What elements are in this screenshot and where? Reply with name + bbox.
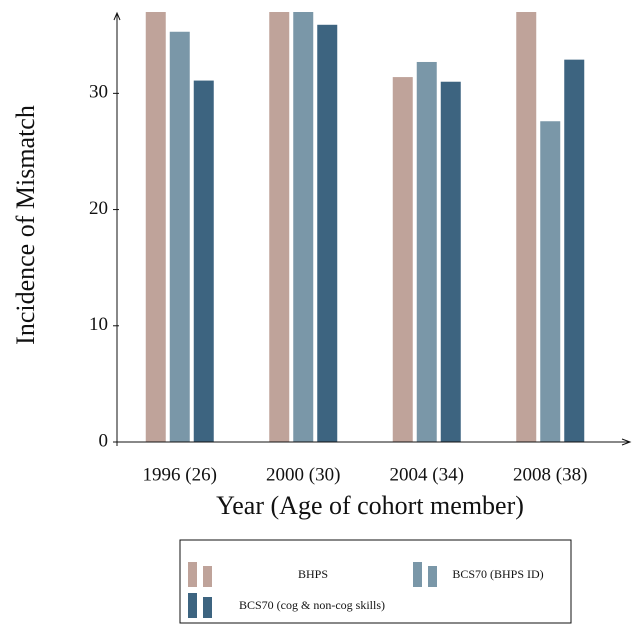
bar bbox=[564, 59, 585, 442]
x-axis-label: Year (Age of cohort member) bbox=[216, 491, 524, 520]
x-axis-arrow bbox=[621, 438, 632, 446]
bar bbox=[416, 61, 437, 443]
bar bbox=[169, 31, 190, 443]
y-axis-label: Incidence of Mismatch bbox=[11, 105, 40, 345]
y-tick-label: 10 bbox=[89, 314, 108, 335]
bar bbox=[392, 77, 413, 442]
bar bbox=[440, 81, 461, 442]
legend-swatch bbox=[413, 562, 422, 587]
legend-swatch bbox=[188, 562, 197, 587]
x-tick-label: 2004 (34) bbox=[390, 464, 464, 485]
bar bbox=[269, 12, 290, 442]
y-axis-arrow bbox=[113, 11, 121, 21]
bar bbox=[540, 121, 561, 443]
bar bbox=[193, 80, 214, 442]
x-tick-label: 2000 (30) bbox=[266, 464, 340, 485]
bar bbox=[516, 12, 537, 442]
legend-swatch bbox=[428, 566, 437, 587]
legend-box bbox=[179, 539, 572, 624]
bar bbox=[145, 12, 166, 442]
bar bbox=[293, 12, 314, 442]
y-tick-label: 20 bbox=[89, 198, 108, 219]
bar bbox=[317, 24, 338, 442]
legend-label: BCS70 (BHPS ID) bbox=[452, 567, 543, 581]
legend-label: BCS70 (cog & non-cog skills) bbox=[239, 598, 385, 612]
x-tick-label: 1996 (26) bbox=[143, 464, 217, 485]
legend-swatch bbox=[203, 566, 212, 587]
legend-swatch bbox=[188, 593, 197, 618]
x-tick-label: 2008 (38) bbox=[513, 464, 587, 485]
legend-swatch bbox=[203, 597, 212, 618]
y-tick-label: 30 bbox=[89, 82, 108, 103]
legend-label: BHPS bbox=[298, 567, 328, 581]
y-tick-label: 0 bbox=[99, 430, 109, 451]
